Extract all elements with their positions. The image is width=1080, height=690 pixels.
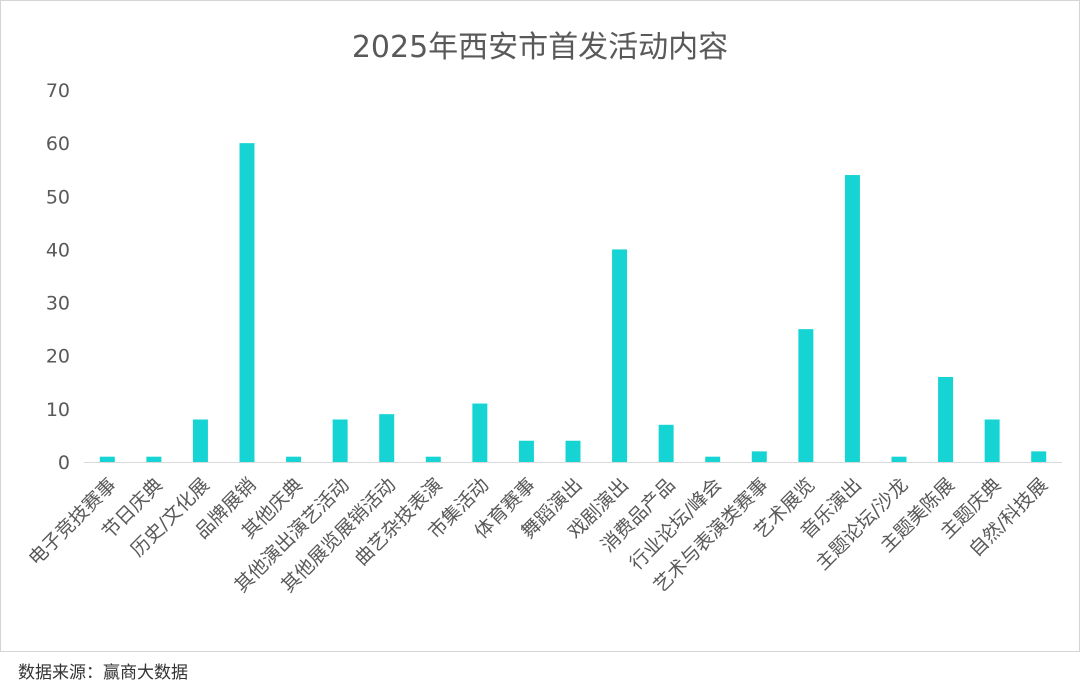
- y-tick-label: 70: [46, 80, 70, 102]
- bar: [844, 175, 860, 462]
- chart-title: 2025年西安市首发活动内容: [351, 30, 729, 65]
- y-tick-label: 10: [46, 399, 70, 421]
- y-tick-label: 0: [58, 452, 70, 474]
- bar: [146, 456, 162, 462]
- y-tick-label: 30: [46, 293, 70, 315]
- bar: [472, 403, 488, 462]
- data-source-note: 数据来源：赢商大数据: [18, 663, 188, 683]
- chart-frame: [0, 0, 1080, 652]
- y-tick-label: 60: [46, 133, 70, 155]
- bar: [984, 419, 1000, 462]
- bar: [518, 440, 534, 462]
- bar: [99, 456, 115, 462]
- bar: [798, 329, 814, 462]
- bar: [658, 424, 674, 462]
- bar: [751, 451, 767, 462]
- y-tick-label: 50: [46, 186, 70, 208]
- y-axis-ticks: 0 10 20 30 40 50 60 70: [46, 80, 70, 474]
- bar: [239, 143, 255, 462]
- bar: [891, 456, 907, 462]
- y-tick-label: 40: [46, 239, 70, 261]
- x-axis-ticks: 电子竞技赛事节日庆典历史/文化展品牌展销其他庆典其他演出演艺活动其他展览展销活动…: [25, 474, 1053, 597]
- bar: [938, 376, 954, 462]
- bar: [192, 419, 208, 462]
- bar: [286, 456, 302, 462]
- bars-group: [99, 143, 1047, 462]
- bar: [565, 440, 581, 462]
- bar: [1031, 451, 1047, 462]
- y-tick-label: 20: [46, 346, 70, 368]
- bar: [379, 414, 395, 462]
- bar: [425, 456, 441, 462]
- bar-chart: 0 10 20 30 40 50 60 70 电子竞技赛事节日庆典历史/文化展品牌展销其他庆典…: [25, 80, 1062, 597]
- bar: [705, 456, 721, 462]
- bar: [612, 249, 628, 462]
- bar: [332, 419, 348, 462]
